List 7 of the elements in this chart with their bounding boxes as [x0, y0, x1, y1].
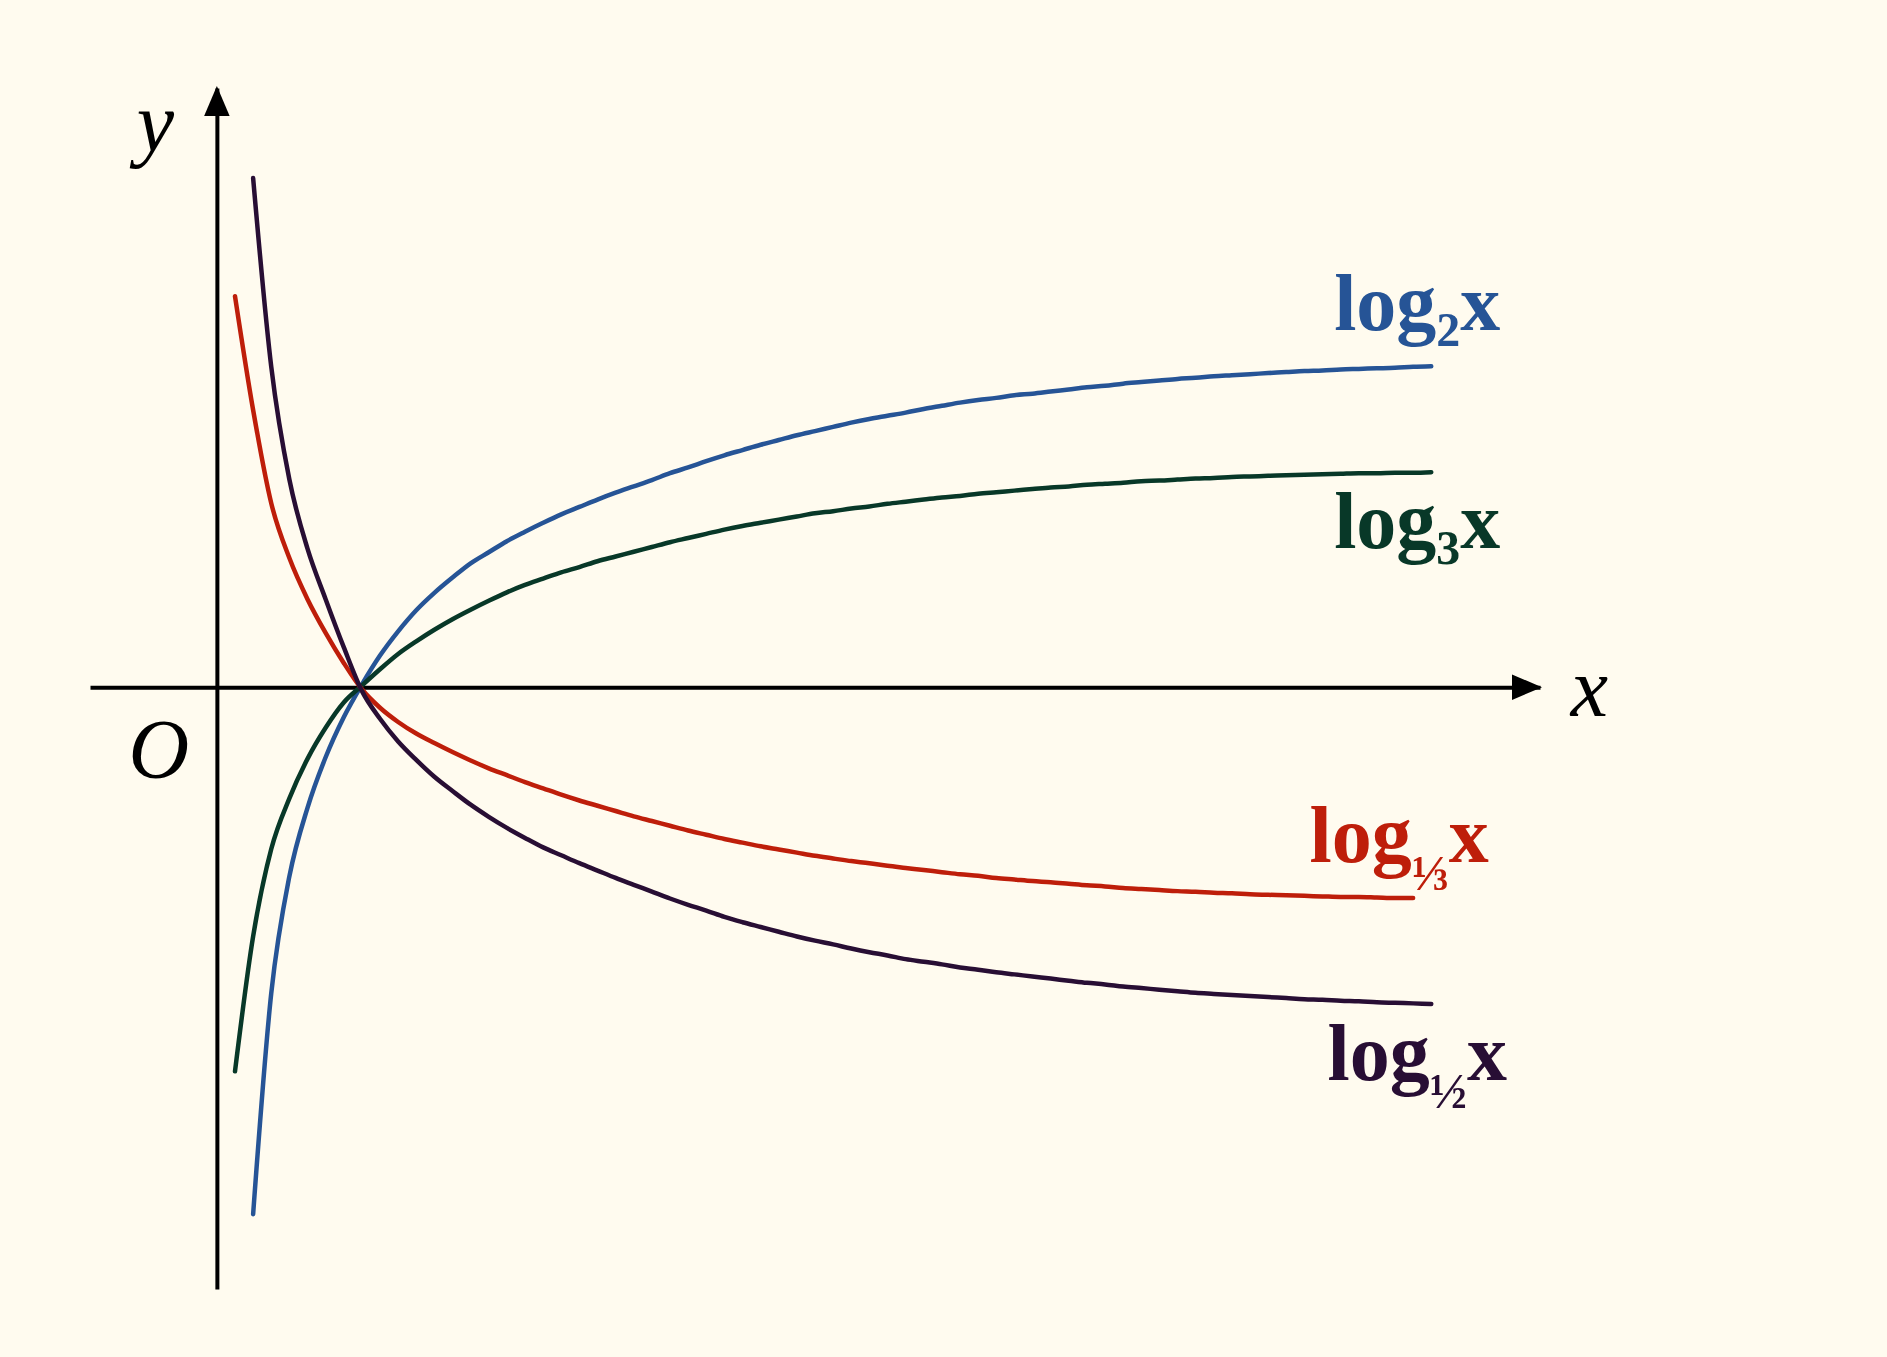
x-axis-title: x [1568, 640, 1609, 734]
annotation: O [128, 703, 190, 797]
series-label: log$_{⅓}$x [1309, 790, 1489, 901]
series-label: log$_{½}$x [1327, 1008, 1507, 1119]
series-label: log₂x [1334, 259, 1501, 348]
y-axis-title: y [128, 75, 175, 169]
series-label: log₃x [1334, 477, 1501, 566]
